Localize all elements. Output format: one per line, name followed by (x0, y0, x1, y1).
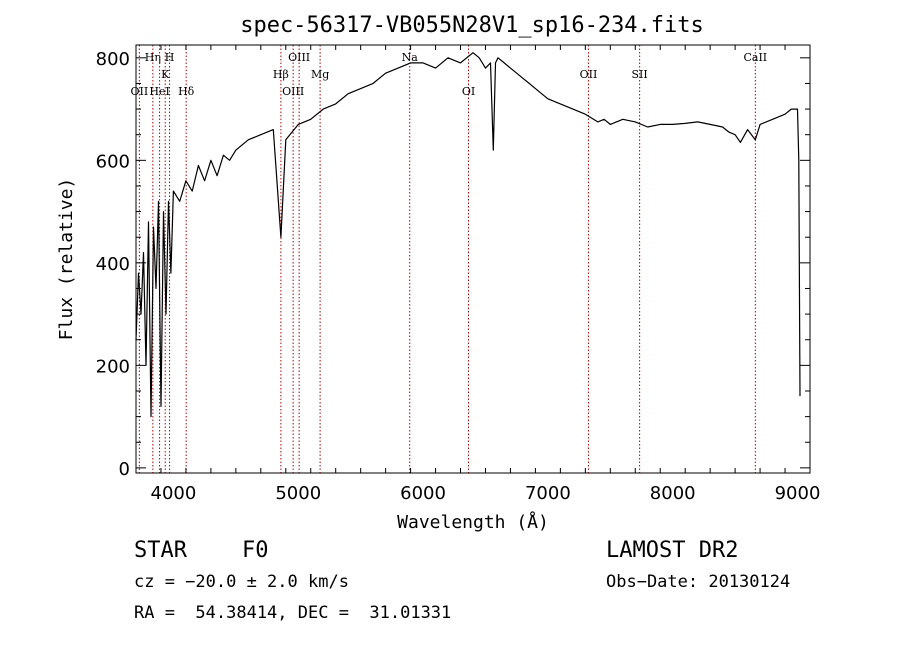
x-tick-label: 5000 (275, 483, 321, 504)
y-tick-label: 600 (96, 151, 130, 172)
y-tick-label: 800 (96, 49, 130, 70)
line-label: Hη (145, 51, 161, 64)
redshift-label: cz = −20.0 ± 2.0 km/s (134, 572, 349, 592)
line-label: K (161, 68, 170, 81)
x-tick-label: 7000 (525, 483, 571, 504)
object-subclass: F0 (242, 538, 269, 563)
line-label: OII (131, 85, 149, 98)
line-label: Na (402, 51, 419, 64)
line-label: SII (632, 68, 648, 81)
spectrum-chart: spec-56317-VB055N28V1_sp16-234.fits OII Hη… (56, 13, 821, 533)
x-tick-label: 8000 (650, 483, 696, 504)
line-label: Hβ (273, 68, 289, 81)
survey-label: LAMOST DR2 (606, 538, 739, 563)
spectrum-line (135, 52, 801, 418)
line-label: H (165, 51, 175, 64)
y-tick-label: 400 (96, 254, 130, 275)
x-axis-label: Wavelength (Å) (397, 511, 549, 533)
line-label: OI (462, 85, 475, 98)
x-tick-label: 4000 (151, 483, 197, 504)
coordinates-label: RA = 54.38414, DEC = 31.01331 (134, 603, 452, 623)
line-label: OIII (288, 51, 310, 64)
line-label: OIII (282, 85, 304, 98)
line-label: Hδ (178, 85, 195, 98)
object-class: STAR (134, 538, 187, 563)
y-tick-label: 200 (96, 356, 130, 377)
line-label: HeI (149, 85, 169, 98)
plot-frame (135, 44, 811, 474)
y-tick-label: 0 (119, 459, 130, 480)
chart-title: spec-56317-VB055N28V1_sp16-234.fits (240, 13, 704, 38)
x-tick-label: 6000 (400, 483, 446, 504)
line-label: Mg (311, 68, 329, 81)
x-tick-label: 9000 (775, 483, 821, 504)
line-label: OII (580, 68, 598, 81)
obs-date-label: Obs−Date: 20130124 (606, 572, 791, 592)
line-label: CaII (743, 51, 767, 64)
y-axis-label: Flux (relative) (56, 178, 77, 341)
